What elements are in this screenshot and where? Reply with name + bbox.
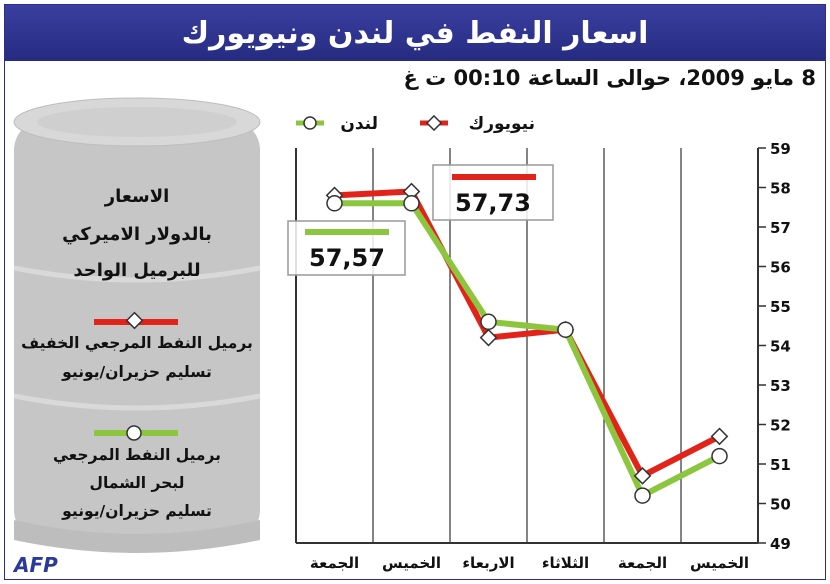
chart-title: اسعار النفط في لندن ونيويورك [5, 5, 825, 61]
panel-heading-2: بالدولار الاميركي [62, 224, 212, 245]
y-tick-label: 49 [770, 535, 791, 553]
point-newyork [479, 328, 498, 347]
legend: نيويورك لندن [296, 114, 535, 134]
plot-area: 49 50 51 52 53 54 55 56 57 58 59 الجمعة الخميس الاربع… [295, 140, 791, 572]
point-london [711, 447, 728, 465]
panel-london-desc-2: لبحر الشمال [90, 474, 185, 492]
x-tick-label: الاربعاء [462, 554, 514, 572]
point-london [326, 195, 343, 212]
x-tick-label: الثلاثاء [542, 554, 589, 572]
y-tick-label: 58 [770, 180, 791, 198]
legend-newyork: نيويورك [469, 114, 535, 134]
callout-london: 57,57 [287, 220, 406, 276]
callout-newyork-value: 57,73 [455, 189, 531, 217]
x-tick-label: الخميس [382, 554, 441, 572]
series-line-london [334, 200, 721, 499]
callout-newyork: 57,73 [432, 164, 554, 221]
source-logo: AFP [14, 553, 58, 577]
y-tick-label: 50 [770, 496, 791, 514]
y-tick-label: 59 [770, 140, 791, 158]
point-newyork [402, 182, 421, 201]
panel-london-desc-3: تسليم حزيران/يونيو [61, 502, 212, 520]
legend-london: لندن [340, 114, 378, 134]
y-tick-label: 55 [770, 298, 791, 316]
barrel-illustration [13, 97, 261, 553]
panel-ny-desc-1: برميل النفط المرجعي الخفيف [21, 334, 253, 353]
point-newyork [710, 427, 729, 446]
y-tick-label: 52 [770, 417, 791, 435]
point-london [557, 321, 574, 338]
point-newyork [633, 467, 652, 485]
y-tick-label: 51 [770, 456, 791, 474]
y-tick-label: 53 [770, 377, 791, 395]
y-tick-label: 57 [770, 219, 791, 237]
point-london [480, 313, 497, 331]
x-tick-label: الجمعة [618, 554, 667, 572]
x-tick-label: الجمعة [310, 554, 359, 572]
x-tick-label: الخميس [690, 554, 749, 572]
panel-london-marker [94, 425, 178, 441]
series-line-newyork [334, 188, 721, 479]
panel-london-desc-1: برميل النفط المرجعي [53, 446, 221, 465]
point-london [634, 487, 651, 504]
callout-london-value: 57,57 [309, 244, 385, 272]
panel-ny-marker [94, 311, 178, 330]
chart-subtitle: 8 مايو 2009، حوالى الساعة 00:10 ت غ [403, 66, 816, 90]
panel-heading-3: للبرميل الواحد [73, 260, 200, 281]
point-london [403, 195, 420, 212]
y-tick-label: 56 [770, 259, 791, 277]
panel-ny-desc-2: تسليم حزيران/يونيو [61, 363, 212, 381]
panel-heading-1: الاسعار [104, 186, 170, 207]
y-tick-label: 54 [770, 338, 791, 356]
